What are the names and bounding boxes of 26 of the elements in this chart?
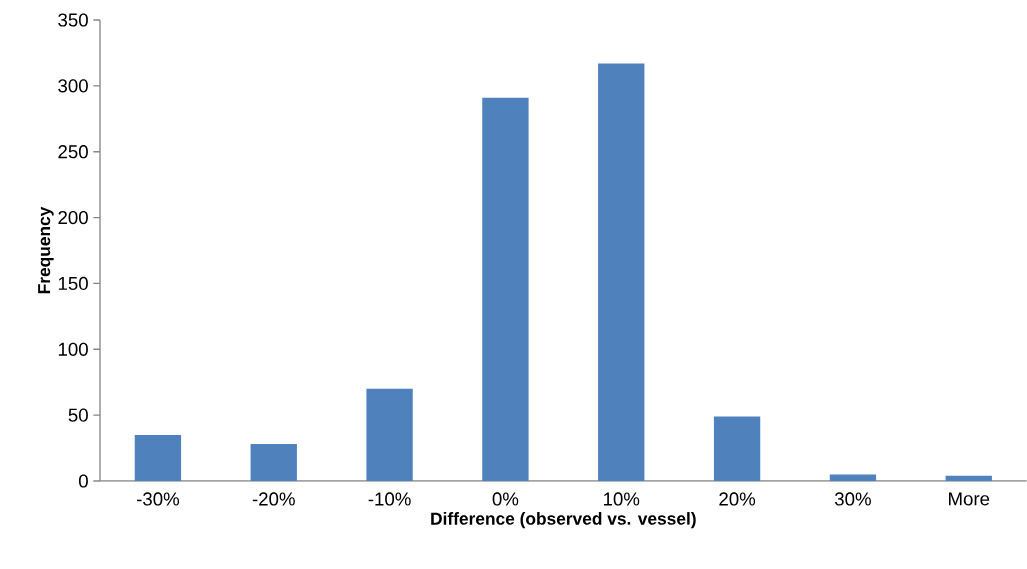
y-tick-label: 250	[58, 145, 88, 159]
x-tick-label: -20%	[252, 492, 295, 506]
bar	[945, 475, 992, 481]
bar	[598, 63, 645, 481]
bar	[134, 434, 182, 481]
y-tick-label: 100	[58, 342, 88, 356]
x-tick-label: More	[949, 492, 990, 506]
x-tick-label: -30%	[136, 492, 180, 506]
y-tick-label: 350	[58, 13, 88, 27]
y-tick-label: 0	[78, 474, 88, 488]
x-tick-label: 10%	[604, 492, 640, 506]
y-tick-label: 50	[68, 408, 88, 422]
bar	[250, 444, 297, 481]
bar	[366, 388, 413, 481]
y-tick-label: 300	[58, 79, 88, 93]
x-tick-label: 0%	[492, 492, 519, 506]
bar	[482, 97, 529, 481]
x-tick-label: 30%	[834, 492, 871, 506]
x-tick-label: -10%	[368, 492, 411, 506]
y-axis-title: Frequency	[38, 206, 54, 294]
bar	[713, 416, 761, 481]
x-axis-title: Difference (observed vs. vessel)	[431, 512, 696, 529]
bar	[829, 474, 877, 481]
x-tick-label: 20%	[719, 492, 756, 506]
y-tick-label: 150	[58, 276, 88, 291]
y-tick-label: 200	[58, 210, 88, 225]
